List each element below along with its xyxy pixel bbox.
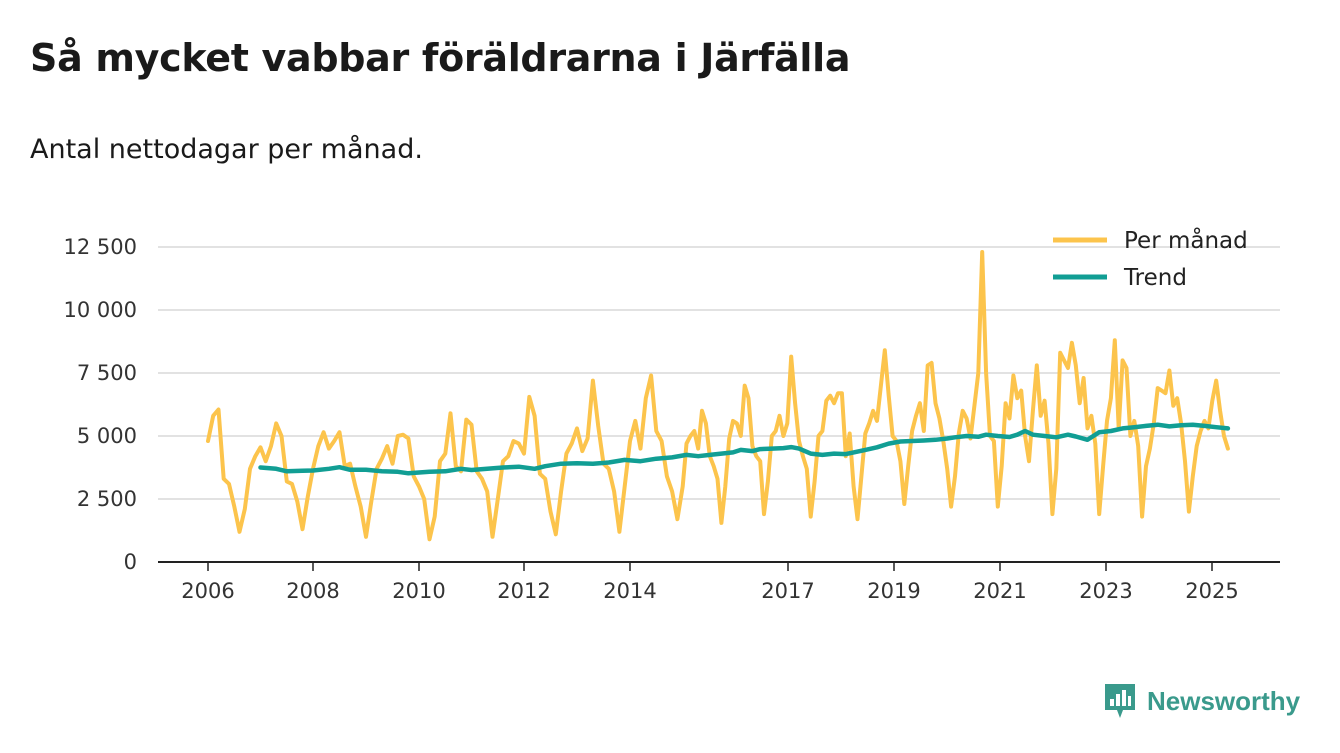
legend-label: Trend [1123, 265, 1187, 291]
x-tick-label: 2025 [1185, 579, 1238, 603]
x-tick-label: 2023 [1079, 579, 1132, 603]
x-tick-label: 2012 [497, 579, 550, 603]
y-tick-label: 10 000 [64, 298, 137, 322]
series-line-per-manad [206, 250, 1230, 542]
y-tick-label: 0 [124, 550, 137, 574]
y-tick-label: 5 000 [77, 424, 137, 448]
series-line-trend [258, 422, 1231, 476]
page-subtitle: Antal nettodagar per månad. [30, 134, 423, 165]
brand-name: Newsworthy [1147, 685, 1301, 716]
page-title: Så mycket vabbar föräldrarna i Järfälla [30, 36, 851, 80]
x-tick-label: 2014 [603, 579, 656, 603]
y-tick-label: 12 500 [64, 235, 137, 259]
x-tick-label: 2006 [181, 579, 234, 603]
legend-label: Per månad [1124, 226, 1248, 254]
x-tick-label: 2010 [392, 579, 445, 603]
x-tick-label: 2017 [761, 579, 814, 603]
brand: Newsworthy [1103, 682, 1300, 720]
x-tick-label: 2019 [867, 579, 920, 603]
y-tick-label: 7 500 [77, 361, 137, 385]
x-tick-label: 2021 [973, 579, 1026, 603]
y-tick-label: 2 500 [77, 487, 137, 511]
newsworthy-logo-icon [1105, 684, 1135, 718]
x-tick-label: 2008 [286, 579, 339, 603]
